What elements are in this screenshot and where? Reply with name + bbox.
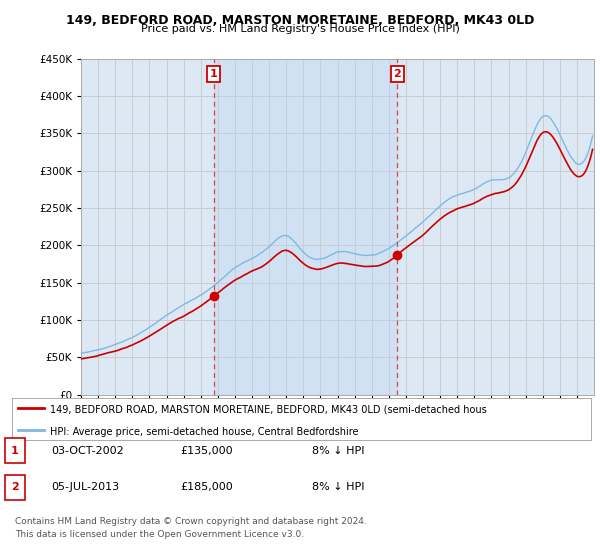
Text: 8% ↓ HPI: 8% ↓ HPI [312,446,365,456]
Text: 2: 2 [394,69,401,79]
Text: 2: 2 [11,482,19,492]
Text: £135,000: £135,000 [180,446,233,456]
Text: 1: 1 [209,69,217,79]
Text: 03-OCT-2002: 03-OCT-2002 [51,446,124,456]
Text: Price paid vs. HM Land Registry's House Price Index (HPI): Price paid vs. HM Land Registry's House … [140,24,460,34]
Text: 8% ↓ HPI: 8% ↓ HPI [312,482,365,492]
Bar [214,59,397,395]
Text: 149, BEDFORD ROAD, MARSTON MORETAINE, BEDFORD, MK43 0LD (semi-detached hous: 149, BEDFORD ROAD, MARSTON MORETAINE, BE… [50,404,487,414]
Text: 05-JUL-2013: 05-JUL-2013 [51,482,119,492]
Text: £185,000: £185,000 [180,482,233,492]
Text: Contains HM Land Registry data © Crown copyright and database right 2024.: Contains HM Land Registry data © Crown c… [15,517,367,526]
Text: HPI: Average price, semi-detached house, Central Bedfordshire: HPI: Average price, semi-detached house,… [50,427,358,437]
Text: 149, BEDFORD ROAD, MARSTON MORETAINE, BEDFORD, MK43 0LD: 149, BEDFORD ROAD, MARSTON MORETAINE, BE… [66,14,534,27]
Text: 1: 1 [11,446,19,456]
Text: This data is licensed under the Open Government Licence v3.0.: This data is licensed under the Open Gov… [15,530,304,539]
